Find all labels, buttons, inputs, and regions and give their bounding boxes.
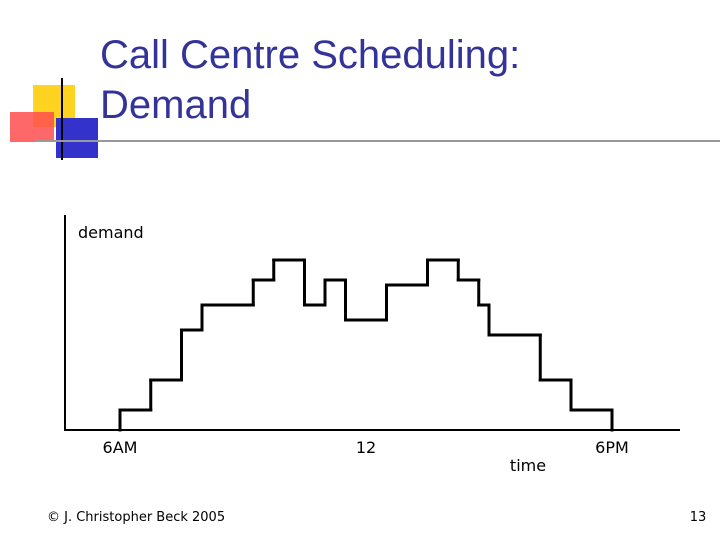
page-number: 13 [690,510,707,525]
x-tick-label: 6AM [103,438,138,457]
footer: © J. Christopher Beck 2005 [47,510,225,525]
title-line: Demand [100,83,251,127]
x-axis-label: time [510,456,546,475]
x-tick-label: 12 [356,438,376,457]
deco-red [10,112,54,142]
y-axis-label: demand [78,223,144,242]
title-line: Call Centre Scheduling: [100,33,520,77]
x-tick-label: 6PM [595,438,629,457]
